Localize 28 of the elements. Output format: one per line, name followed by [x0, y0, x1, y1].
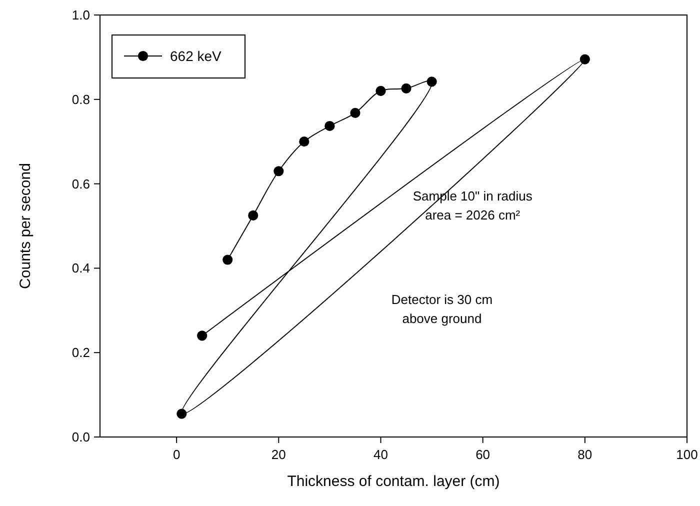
x-tick-label: 0 — [172, 447, 180, 462]
x-tick-label: 40 — [374, 447, 388, 462]
y-tick-label: 0.0 — [72, 430, 90, 444]
point — [426, 76, 437, 87]
x-tick-label: 100 — [676, 447, 698, 462]
point — [222, 254, 233, 265]
x-axis-title: Thickness of contam. layer (cm) — [287, 473, 500, 490]
point — [350, 108, 360, 118]
point — [580, 54, 590, 64]
point — [324, 120, 335, 132]
point — [299, 136, 310, 147]
x-tick-label: 20 — [271, 447, 286, 462]
y-axis-title: Counts per second — [17, 163, 34, 289]
legend-label: 662 keV — [170, 48, 222, 64]
point — [248, 210, 258, 220]
point — [401, 83, 412, 94]
x-tick-label: 60 — [476, 447, 490, 462]
point — [197, 330, 208, 341]
annotation: Detector is 30 cm above ground — [391, 292, 493, 326]
point — [176, 408, 187, 419]
x-tick-label: 80 — [578, 447, 592, 462]
y-tick-label: 0.2 — [72, 345, 90, 360]
y-tick-label: 0.8 — [72, 92, 90, 107]
y-tick-label: 0.4 — [72, 260, 90, 276]
y-tick-label: 0.6 — [72, 176, 90, 192]
point — [274, 166, 284, 176]
y-tick-label: 1.0 — [72, 8, 90, 22]
point — [376, 86, 386, 96]
